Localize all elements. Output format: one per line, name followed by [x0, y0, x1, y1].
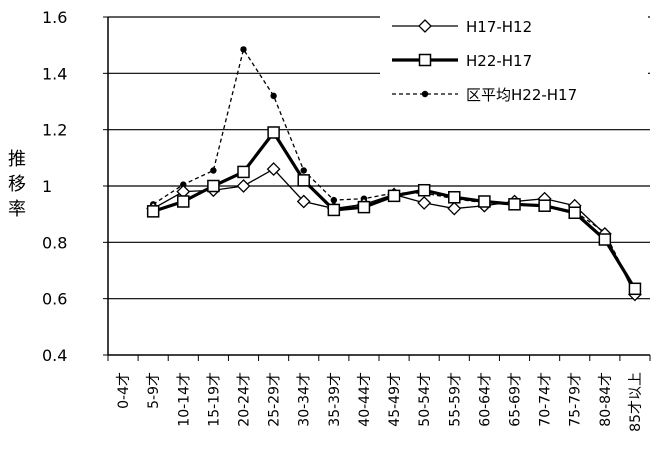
x-tick-label: 25-29才 — [267, 372, 283, 427]
y-tick-label: 1.4 — [42, 64, 67, 83]
x-tick-label: 15-19才 — [206, 372, 222, 427]
data-point-dot — [421, 90, 429, 98]
data-point-dot — [330, 196, 338, 204]
data-point-square — [598, 233, 612, 246]
x-tick-label: 45-49才 — [387, 372, 403, 427]
x-tick-label: 60-64才 — [477, 372, 493, 427]
data-point-square — [237, 165, 250, 179]
data-point-diamond — [236, 179, 251, 193]
y-tick-label: 1.2 — [42, 121, 67, 140]
data-point-diamond — [296, 194, 311, 209]
data-point-square — [448, 191, 461, 204]
x-tick-label: 65-69才 — [508, 372, 524, 427]
data-point-square — [417, 183, 431, 197]
x-tick-label: 85才以上 — [628, 372, 644, 432]
data-point-dot — [270, 92, 277, 100]
x-tick-label: 5-9才 — [146, 372, 162, 409]
data-point-dot — [240, 46, 247, 53]
y-tick-label: 0.6 — [42, 290, 67, 309]
data-point-dot — [300, 167, 307, 174]
data-point-diamond — [417, 195, 432, 210]
data-point-square — [387, 189, 401, 203]
data-point-square — [418, 53, 432, 67]
y-tick-label: 1 — [42, 177, 52, 196]
y-tick-labels: 0.4 0.6 0.8 1 1.2 1.4 1.6 — [42, 8, 67, 365]
x-tick-label: 30-34才 — [297, 372, 313, 427]
data-point-diamond — [418, 19, 432, 33]
legend-label: 区平均H22-H17 — [466, 86, 577, 104]
y-axis-label-char: 率 — [8, 199, 26, 220]
data-point-square — [628, 282, 642, 296]
series-group — [146, 46, 642, 302]
y-tick-label: 1.6 — [42, 8, 67, 27]
y-axis-label-char: 推 — [8, 149, 26, 170]
data-point-diamond — [447, 201, 462, 216]
axes — [103, 16, 651, 361]
x-tick-label: 20-24才 — [237, 372, 253, 427]
y-tick-label: 0.4 — [42, 346, 67, 365]
data-point-square — [207, 179, 220, 193]
data-point-square — [568, 206, 581, 220]
legend-label: H17-H12 — [466, 18, 532, 36]
series-line — [152, 129, 637, 290]
x-tick-label: 50-54才 — [417, 372, 433, 427]
data-point-square — [327, 203, 341, 217]
data-point-square — [478, 195, 491, 208]
data-point-square — [357, 200, 371, 214]
y-axis-label: 推移率 — [8, 149, 26, 220]
data-point-square — [146, 205, 160, 218]
y-axis-label-char: 移 — [8, 174, 26, 195]
x-tick-label: 55-59才 — [447, 372, 463, 427]
x-tick-labels: 0-4才 5-9才 10-14才 15-19才 20-24才 25-29才 30-34才 35… — [116, 372, 644, 432]
data-point-square — [297, 174, 310, 187]
data-point-square — [538, 199, 551, 212]
x-tick-label: 70-74才 — [538, 372, 554, 427]
y-tick-label: 0.8 — [42, 233, 67, 252]
x-tick-label: 80-84才 — [598, 372, 614, 427]
data-point-dot — [180, 181, 187, 188]
data-point-square — [177, 195, 190, 208]
legend-label: H22-H17 — [466, 52, 532, 70]
x-tick-label: 35-39才 — [327, 372, 343, 427]
x-tick-label: 0-4才 — [116, 372, 132, 409]
series-H22-H17 — [146, 126, 642, 296]
data-point-dot — [210, 167, 217, 174]
legend: H17-H12 H22-H17 区平均H22-H17 — [380, 8, 648, 108]
x-tick-label: 40-44才 — [357, 372, 373, 427]
data-point-diamond — [266, 162, 281, 177]
data-point-square — [508, 198, 521, 211]
data-point-square — [267, 126, 280, 139]
x-tick-label: 10-14才 — [176, 372, 192, 427]
gridlines — [108, 16, 650, 300]
x-tick-label: 75-79才 — [568, 372, 584, 427]
